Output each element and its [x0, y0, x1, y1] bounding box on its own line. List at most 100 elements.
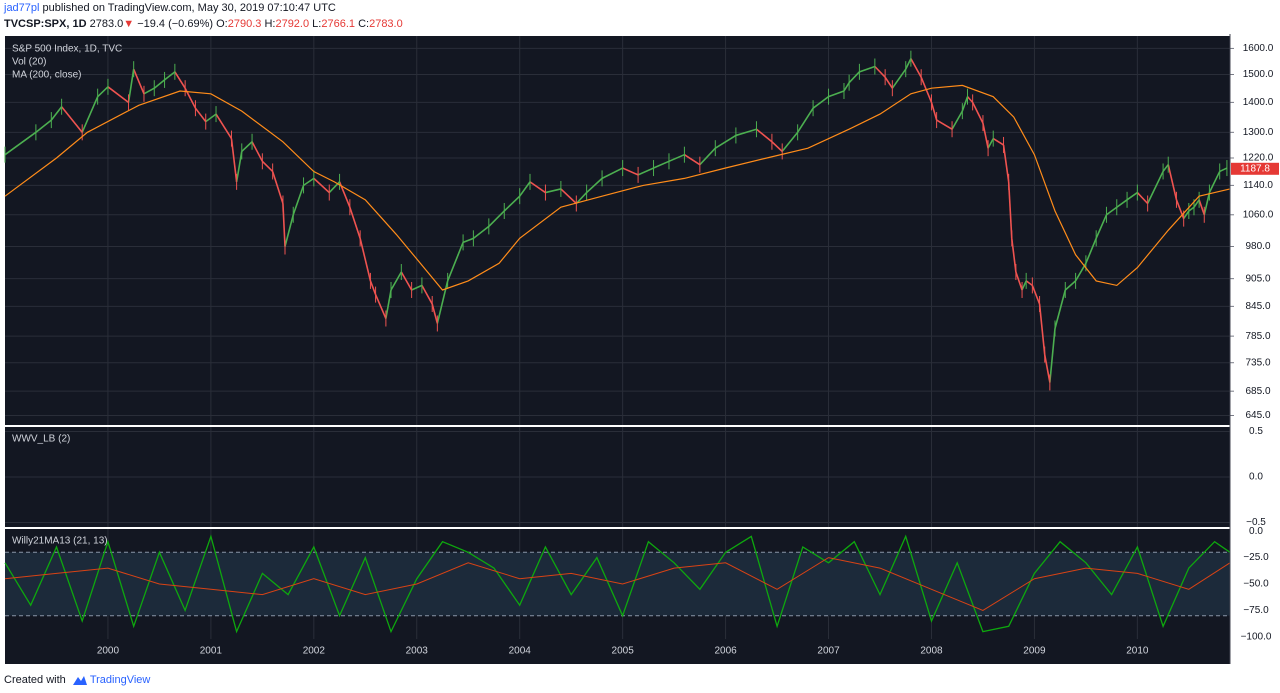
price-segment [97, 86, 109, 98]
price-segment [81, 96, 99, 133]
price-segment [230, 138, 238, 182]
time-axis-background [5, 639, 1230, 664]
price-segment [174, 71, 186, 89]
price-segment [385, 289, 392, 319]
y-tick-label: 1600.0 [1243, 43, 1274, 54]
created-with-label: Created with [4, 674, 66, 686]
publish-info: jad77pl published on TradingView.com, Ma… [0, 0, 1280, 16]
price-segment [936, 119, 953, 130]
close-value: 2783.0 [369, 18, 403, 30]
price-segment [683, 154, 701, 166]
price-segment [271, 171, 284, 204]
symbol-label: TVCSP:SPX, 1D [4, 18, 87, 30]
price-segment [164, 71, 176, 81]
price-segment [1193, 199, 1200, 208]
chart-canvas[interactable]: 2000 2001 2002 2003 2004 2005 2006 2007 2008 2009… [0, 34, 1280, 666]
x-tick-label: 2003 [406, 646, 429, 657]
x-tick-label: 2001 [200, 646, 223, 657]
price-segment [132, 68, 145, 95]
price-segment [668, 153, 685, 163]
tradingview-brand-link[interactable]: TradingView [89, 674, 151, 686]
low-value: 2766.1 [321, 18, 356, 30]
last-price-label: 1187.8 [1240, 163, 1270, 174]
willy-pane-title: Willy21MA13 (21, 13) [12, 536, 108, 547]
price-segment [1208, 171, 1221, 193]
price-segment [241, 141, 253, 152]
price-segment [1064, 280, 1077, 291]
legend-vol: Vol (20) [12, 57, 46, 68]
price-segment [421, 285, 433, 305]
wwv-y-tick-label: −0.5 [1246, 517, 1266, 528]
price-segment [1167, 164, 1178, 201]
price-segment [446, 242, 464, 282]
open-label: O: [216, 18, 228, 30]
price-segment [411, 284, 423, 291]
price-segment [1203, 192, 1211, 215]
x-tick-label: 2005 [612, 646, 635, 657]
price-segment [215, 113, 233, 140]
price-segment [601, 167, 624, 180]
price-segment [622, 167, 639, 176]
price-segment [1049, 328, 1056, 383]
price-segment [560, 188, 577, 205]
main-pane-title: S&P 500 Index, 1D, TVC [12, 44, 122, 55]
price-segment [961, 96, 969, 112]
willy-line [4, 534, 1231, 634]
price-segment [971, 102, 984, 124]
price-segment [284, 214, 295, 247]
willy-y-tick-label: −25.0 [1243, 552, 1269, 563]
x-tick-label: 2009 [1023, 646, 1046, 657]
price-segment [205, 113, 217, 123]
x-tick-label: 2010 [1126, 646, 1149, 657]
price-segment [374, 294, 387, 319]
y-tick-label: 1300.0 [1243, 127, 1274, 138]
price-segment [261, 160, 274, 173]
price-segment [4, 131, 37, 156]
price-segment [966, 96, 974, 103]
price-segment [1054, 289, 1067, 329]
price-segment [755, 128, 773, 143]
pane-main-background [5, 36, 1230, 425]
price-segment [1162, 164, 1169, 172]
price-segment [529, 181, 546, 194]
price-segment [874, 65, 886, 78]
footer: Created with TradingView [0, 670, 1280, 690]
price-segment [488, 210, 505, 227]
ma-200-line [4, 84, 1231, 291]
price-segment [431, 303, 439, 324]
price-segment [1183, 210, 1190, 220]
price-segment [436, 280, 449, 324]
x-tick-label: 2008 [920, 646, 943, 657]
price-segment [1025, 280, 1033, 287]
price-segment [1116, 199, 1128, 208]
y-tick-label: 1060.0 [1243, 209, 1274, 220]
price-segment [1021, 280, 1027, 291]
price-segment [1043, 354, 1051, 383]
price-segment [859, 65, 876, 73]
price-segment [194, 107, 207, 123]
price-segment [1038, 303, 1046, 355]
price-segment [714, 134, 737, 149]
price-segment [462, 237, 474, 244]
price-segment [771, 141, 783, 152]
wwv-y-tick-label: 0.5 [1249, 426, 1263, 437]
price-segment [884, 76, 894, 89]
price-segment [637, 167, 654, 176]
price-segment [951, 110, 964, 130]
price-segment [987, 138, 994, 149]
price-segment [303, 177, 315, 187]
legend-ma: MA (200, close) [12, 70, 81, 81]
y-tick-label: 735.0 [1245, 357, 1270, 368]
close-label: C: [358, 18, 370, 30]
low-label: L: [312, 18, 322, 30]
price-segment [1219, 167, 1228, 173]
open-value: 2790.3 [227, 18, 262, 30]
price-segment [1007, 181, 1013, 239]
author-link[interactable]: jad77pl [4, 2, 40, 14]
y-tick-label: 905.0 [1245, 273, 1270, 284]
y-tick-label: 1500.0 [1243, 69, 1274, 80]
price-segment [153, 79, 166, 89]
price-segment [1010, 238, 1017, 273]
price-segment [1031, 285, 1041, 305]
price-segment [545, 188, 562, 194]
